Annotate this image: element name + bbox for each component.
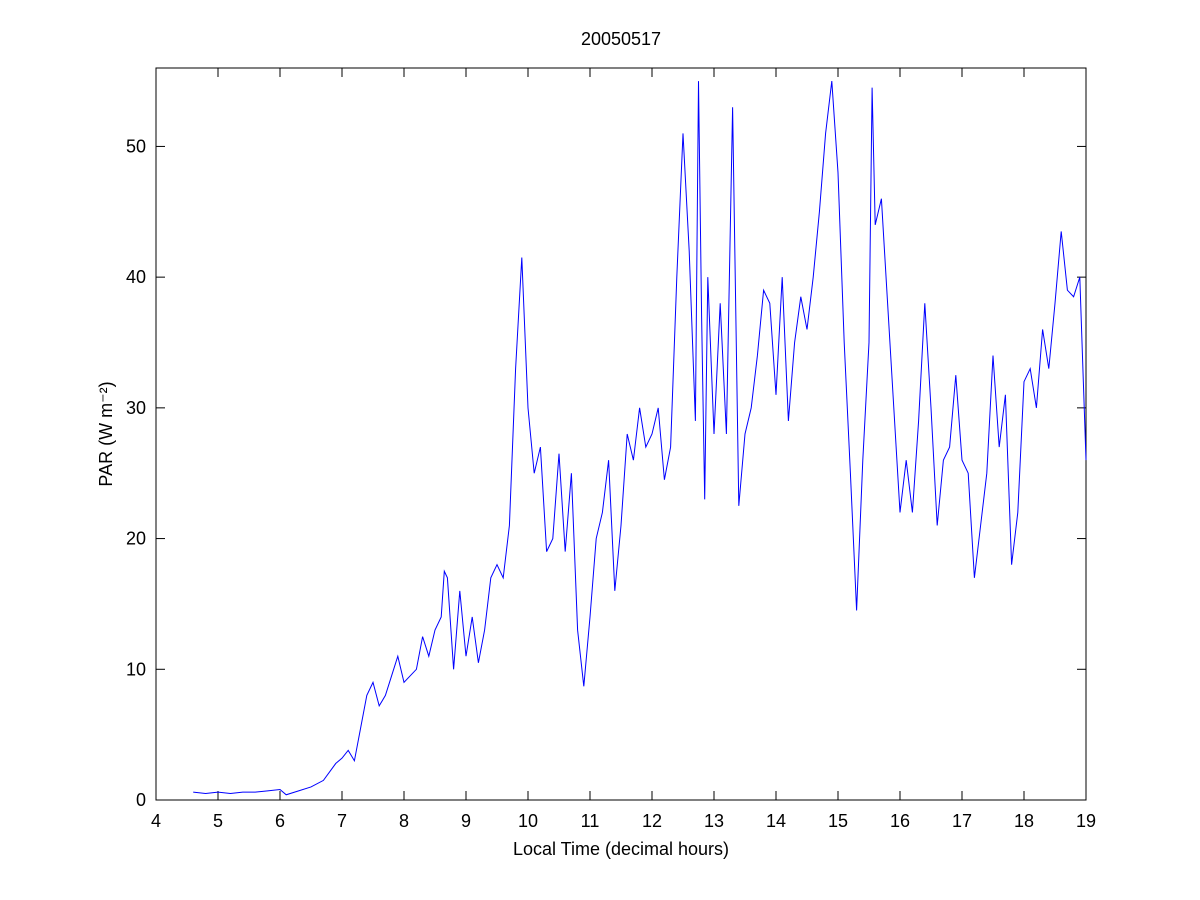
- y-tick-label: 30: [126, 398, 146, 418]
- x-tick-label: 7: [337, 811, 347, 831]
- chart-title: 20050517: [581, 29, 661, 49]
- x-tick-label: 18: [1014, 811, 1034, 831]
- x-tick-label: 5: [213, 811, 223, 831]
- x-tick-label: 15: [828, 811, 848, 831]
- x-tick-label: 9: [461, 811, 471, 831]
- y-tick-label: 10: [126, 659, 146, 679]
- data-line: [193, 81, 1087, 796]
- x-tick-label: 19: [1076, 811, 1096, 831]
- x-tick-label: 14: [766, 811, 786, 831]
- x-tick-label: 17: [952, 811, 972, 831]
- x-tick-label: 4: [151, 811, 161, 831]
- y-tick-label: 0: [136, 790, 146, 810]
- y-tick-label: 50: [126, 136, 146, 156]
- x-tick-label: 8: [399, 811, 409, 831]
- x-tick-label: 13: [704, 811, 724, 831]
- x-tick-label: 10: [518, 811, 538, 831]
- y-axis-label: PAR (W m⁻²): [96, 381, 116, 486]
- y-tick-label: 40: [126, 267, 146, 287]
- x-tick-label: 12: [642, 811, 662, 831]
- x-axis-label: Local Time (decimal hours): [513, 839, 729, 859]
- y-tick-label: 20: [126, 529, 146, 549]
- x-tick-label: 11: [581, 811, 600, 831]
- x-tick-label: 6: [275, 811, 285, 831]
- x-tick-label: 16: [890, 811, 910, 831]
- axes-box: [155, 67, 1087, 801]
